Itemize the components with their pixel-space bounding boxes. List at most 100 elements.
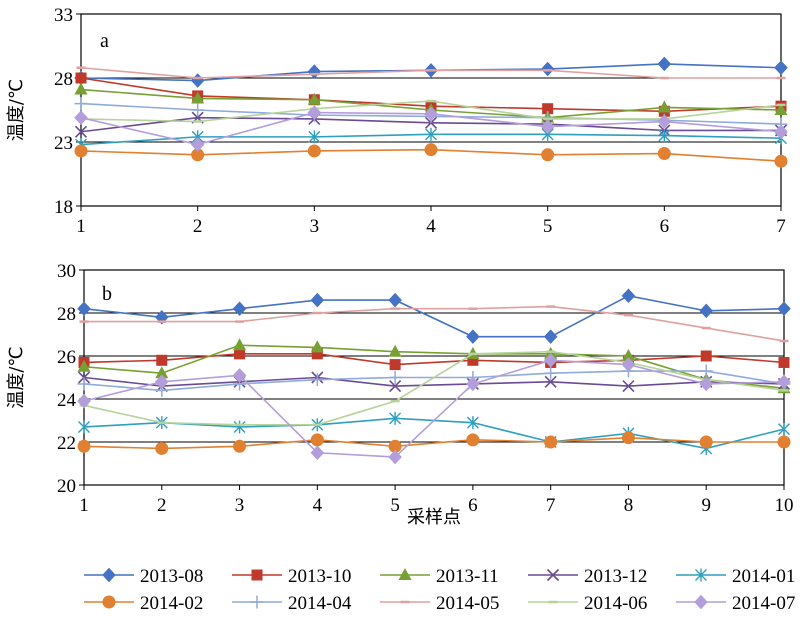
data-point (774, 154, 788, 168)
data-point (544, 375, 557, 388)
legend-entry: 2014-01 (676, 566, 795, 587)
data-point (621, 288, 636, 304)
data-point (543, 329, 558, 345)
data-point (774, 60, 788, 76)
x-tick-label: 5 (543, 216, 553, 237)
y-axis-label: 温度/℃ (6, 346, 27, 408)
series-2013-08 (77, 288, 791, 345)
y-tick-label: 18 (54, 197, 73, 218)
x-tick-label: 8 (624, 495, 634, 516)
x-tick-label: 5 (390, 495, 400, 516)
y-tick-label: 30 (57, 261, 76, 282)
legend-marker (251, 569, 263, 581)
x-tick-label: 6 (468, 495, 478, 516)
x-tick-label: 7 (546, 495, 556, 516)
data-point (77, 439, 91, 453)
data-point (233, 420, 246, 434)
y-tick-label: 33 (54, 5, 73, 26)
x-tick-label: 3 (235, 495, 245, 516)
panel-label: b (102, 283, 112, 305)
data-point (77, 301, 91, 317)
legend-label: 2014-01 (732, 566, 795, 587)
data-point (621, 357, 636, 372)
data-point (777, 374, 791, 390)
legend-label: 2014-04 (288, 593, 352, 614)
data-point (778, 422, 790, 436)
data-point (307, 92, 321, 105)
data-point (540, 119, 555, 135)
panel-label: a (100, 30, 109, 52)
data-point (232, 301, 247, 317)
legend-marker (694, 594, 708, 610)
x-tick-label: 3 (310, 216, 320, 237)
x-tick-label: 4 (313, 495, 323, 516)
legend-label: 2013-11 (436, 566, 499, 587)
data-point (75, 72, 87, 84)
legend-entry: 2014-06 (528, 593, 647, 614)
data-point (774, 124, 788, 140)
data-point (78, 420, 90, 434)
data-point (621, 349, 635, 361)
data-point (699, 303, 714, 319)
x-tick-label: 4 (426, 216, 436, 237)
data-point (699, 376, 714, 392)
data-point (155, 441, 169, 455)
x-axis-label: 采样点 (407, 507, 461, 528)
y-tick-label: 20 (57, 476, 76, 497)
data-point (389, 411, 402, 425)
data-point (310, 373, 324, 387)
data-point (190, 73, 205, 88)
series-line (83, 436, 784, 450)
series-line (84, 305, 785, 342)
data-point (308, 130, 321, 144)
data-point (190, 137, 205, 152)
series-line (83, 350, 785, 426)
data-point (543, 352, 558, 368)
data-point (540, 61, 555, 77)
data-point (425, 127, 437, 141)
series-line (83, 359, 785, 458)
data-point (154, 374, 169, 390)
data-point (389, 359, 401, 371)
data-point (307, 64, 322, 79)
data-point (699, 435, 713, 449)
series-2014-05 (76, 66, 786, 80)
legend-label: 2014-07 (732, 593, 795, 614)
x-tick-label: 2 (157, 495, 167, 516)
legend-marker (250, 595, 264, 609)
data-point (310, 433, 324, 447)
data-point (699, 364, 713, 378)
data-point (310, 445, 325, 461)
data-point (466, 376, 480, 392)
data-point (77, 393, 91, 409)
data-point (388, 292, 402, 308)
data-point (77, 359, 91, 372)
data-point (388, 371, 402, 384)
y-tick-label: 22 (57, 433, 76, 454)
data-point (310, 340, 324, 353)
data-point (191, 91, 205, 104)
y-tick-label: 24 (57, 390, 77, 411)
data-point (541, 148, 555, 162)
data-point (424, 106, 438, 122)
data-point (74, 125, 88, 138)
x-tick-label: 10 (775, 495, 794, 516)
data-point (311, 348, 323, 360)
data-point (233, 439, 247, 453)
y-tick-label: 23 (54, 133, 73, 154)
data-point (466, 433, 480, 447)
series-2013-10 (78, 348, 790, 371)
data-point (191, 148, 205, 162)
x-tick-label: 6 (660, 216, 670, 237)
legend-marker (102, 567, 116, 583)
data-point (388, 449, 402, 465)
legend: 2013-08 2013-10 2013-11 2013-12 2014-01 2014-… (84, 566, 795, 614)
data-point (657, 56, 672, 72)
data-point (74, 82, 88, 95)
legend-marker (398, 568, 412, 580)
data-point (466, 329, 480, 345)
x-tick-label: 2 (193, 216, 203, 237)
data-point (657, 147, 671, 161)
data-point (621, 431, 635, 445)
legend-label: 2013-12 (584, 566, 647, 587)
